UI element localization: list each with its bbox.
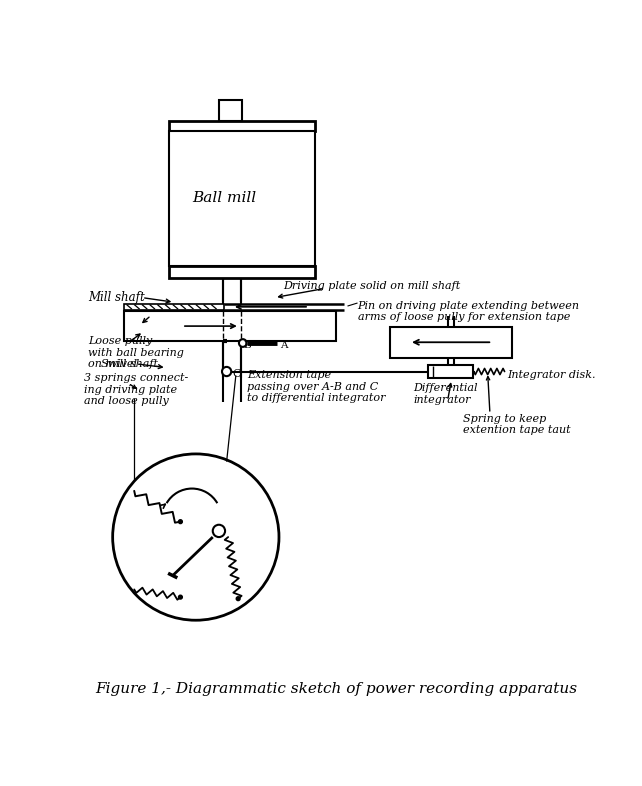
Text: Swivel: Swivel [101,359,138,369]
Text: Pin on driving plate extending between
arms of loose pully for extension tape: Pin on driving plate extending between a… [358,301,580,322]
Bar [124,311,336,340]
Bar [428,365,473,378]
Text: Extension tape
passing over A-B and C
to differential integrator: Extension tape passing over A-B and C to… [247,370,386,403]
Text: 3 springs connect-
ing driving plate
and loose pully: 3 springs connect- ing driving plate and… [84,373,188,406]
Circle shape [112,454,279,620]
Text: C: C [233,369,241,379]
Bar [169,131,315,266]
Circle shape [236,597,240,601]
Text: A: A [280,341,287,350]
Circle shape [178,520,182,523]
Text: Driving plate solid on mill shaft: Driving plate solid on mill shaft [284,281,461,291]
Bar [169,266,315,277]
Text: B: B [243,341,251,350]
Text: Mill shaft: Mill shaft [88,291,144,304]
Bar [219,101,242,120]
Text: Spring to keep
extention tape taut: Spring to keep extention tape taut [463,414,571,435]
Circle shape [239,340,247,347]
Text: Loose pully
with ball bearing
on mill shaft: Loose pully with ball bearing on mill sh… [88,336,184,369]
Circle shape [213,525,225,537]
Bar [169,120,315,131]
Text: Figure 1,- Diagrammatic sketch of power recording apparatus: Figure 1,- Diagrammatic sketch of power … [96,681,578,696]
Text: Ball mill: Ball mill [192,191,256,205]
Circle shape [178,595,182,599]
Text: Differential
integrator: Differential integrator [413,383,478,405]
Circle shape [222,367,231,376]
Bar [390,327,512,358]
Bar [124,303,224,310]
Text: Integrator disk.: Integrator disk. [507,370,595,380]
